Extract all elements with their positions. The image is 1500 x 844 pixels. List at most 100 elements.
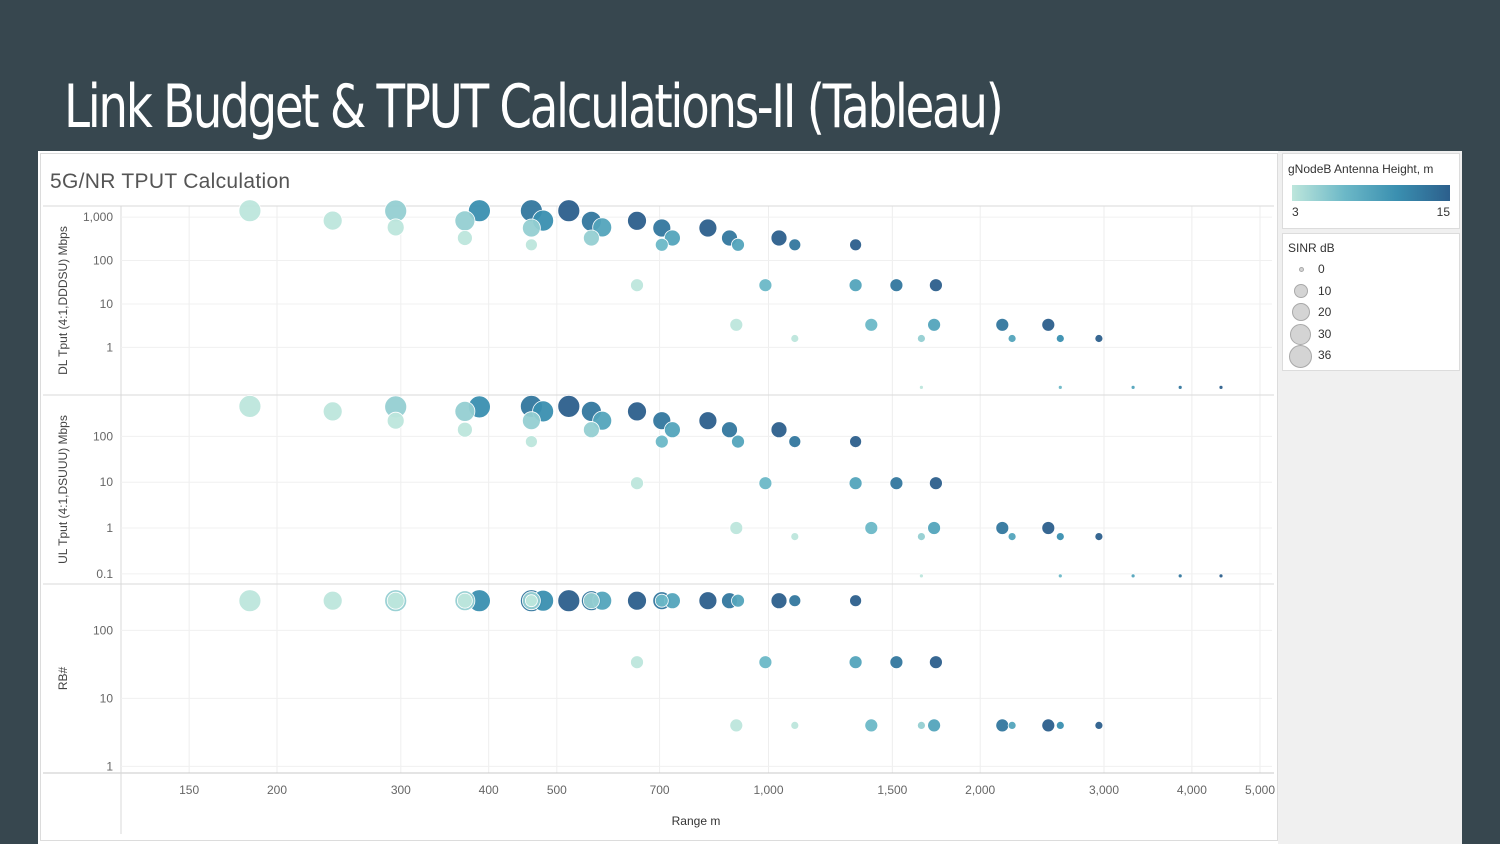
data-point[interactable] [729,317,744,332]
data-point[interactable] [758,476,773,491]
data-point[interactable] [1055,721,1065,730]
data-point[interactable] [456,230,473,246]
data-point[interactable] [1055,334,1065,343]
data-point[interactable] [583,421,600,439]
data-point[interactable] [322,590,343,611]
data-point[interactable] [849,435,862,449]
data-point[interactable] [849,238,862,252]
data-point[interactable] [1094,721,1104,730]
data-point[interactable] [1177,384,1183,390]
color-legend[interactable]: gNodeB Antenna Height, m 3 15 [1282,153,1460,229]
data-point[interactable] [790,532,800,542]
data-point[interactable] [917,334,926,343]
data-point[interactable] [524,435,538,449]
data-point[interactable] [927,521,941,535]
data-point[interactable] [995,521,1010,535]
data-point[interactable] [929,655,943,670]
data-point[interactable] [583,229,600,247]
data-point[interactable] [927,317,941,332]
data-point[interactable] [995,718,1010,733]
data-point[interactable] [456,592,473,609]
data-point[interactable] [524,238,538,252]
data-point[interactable] [889,655,904,670]
data-point[interactable] [456,421,473,438]
data-point[interactable] [524,594,538,608]
data-point[interactable] [770,592,788,610]
data-point[interactable] [521,411,541,431]
data-point[interactable] [654,237,669,252]
data-point[interactable] [627,590,647,611]
data-point[interactable] [654,593,669,608]
data-point[interactable] [238,199,262,223]
data-point[interactable] [889,476,904,491]
data-point[interactable] [788,594,802,608]
data-point[interactable] [848,278,863,293]
data-point[interactable] [557,394,581,418]
data-point[interactable] [1218,384,1224,390]
data-point[interactable] [386,218,405,237]
data-point[interactable] [698,218,718,238]
data-point[interactable] [386,411,405,430]
data-point[interactable] [848,476,863,491]
data-point[interactable] [929,278,943,293]
data-point[interactable] [238,589,262,613]
data-point[interactable] [521,218,541,238]
data-point[interactable] [864,718,879,733]
data-point[interactable] [592,217,613,238]
data-point[interactable] [454,210,476,232]
data-point[interactable] [1218,573,1224,579]
data-point[interactable] [1130,573,1136,579]
data-point[interactable] [919,384,924,390]
data-point[interactable] [322,210,343,231]
data-point[interactable] [917,532,926,542]
data-point[interactable] [1041,521,1056,535]
data-point[interactable] [864,521,879,535]
data-point[interactable] [630,278,644,293]
data-point[interactable] [1057,573,1063,579]
data-point[interactable] [1177,573,1183,579]
data-point[interactable] [929,476,943,491]
data-point[interactable] [1094,334,1104,343]
data-point[interactable] [731,434,745,449]
data-point[interactable] [790,334,800,343]
data-point[interactable] [770,229,788,247]
data-point[interactable] [788,435,802,449]
data-point[interactable] [731,593,745,608]
data-point[interactable] [1130,384,1136,390]
data-point[interactable] [1041,317,1056,332]
data-point[interactable] [664,421,681,439]
data-point[interactable] [889,278,904,293]
data-point[interactable] [1007,334,1017,343]
data-point[interactable] [758,655,773,670]
data-point[interactable] [731,237,745,252]
scatter-chart[interactable]: 1 10 100 1,000 DL Tput (4:1,DDDSU) Mbps 0.1 1 1… [41,154,1277,840]
data-point[interactable] [790,721,800,730]
data-point[interactable] [698,411,718,431]
data-point[interactable] [770,421,788,439]
data-point[interactable] [849,594,862,608]
data-point[interactable] [995,317,1010,332]
data-point[interactable] [627,401,647,422]
data-point[interactable] [758,278,773,293]
data-point[interactable] [583,592,600,610]
data-point[interactable] [698,591,718,611]
data-point[interactable] [1055,532,1065,542]
data-point[interactable] [627,210,647,231]
data-point[interactable] [1007,721,1017,730]
data-point[interactable] [788,238,802,252]
data-point[interactable] [557,199,581,223]
data-point[interactable] [322,401,343,422]
data-point[interactable] [1041,718,1056,733]
data-point[interactable] [848,655,863,670]
data-point[interactable] [630,655,644,670]
data-point[interactable] [864,317,879,332]
data-point[interactable] [630,476,644,491]
data-point[interactable] [238,394,262,418]
data-point[interactable] [919,573,924,579]
data-point[interactable] [729,521,744,535]
data-point[interactable] [1007,532,1017,542]
data-point[interactable] [721,421,738,439]
size-legend[interactable]: SINR dB 0 10 20 30 36 [1282,233,1460,371]
data-point[interactable] [917,721,926,730]
data-point[interactable] [386,591,405,610]
